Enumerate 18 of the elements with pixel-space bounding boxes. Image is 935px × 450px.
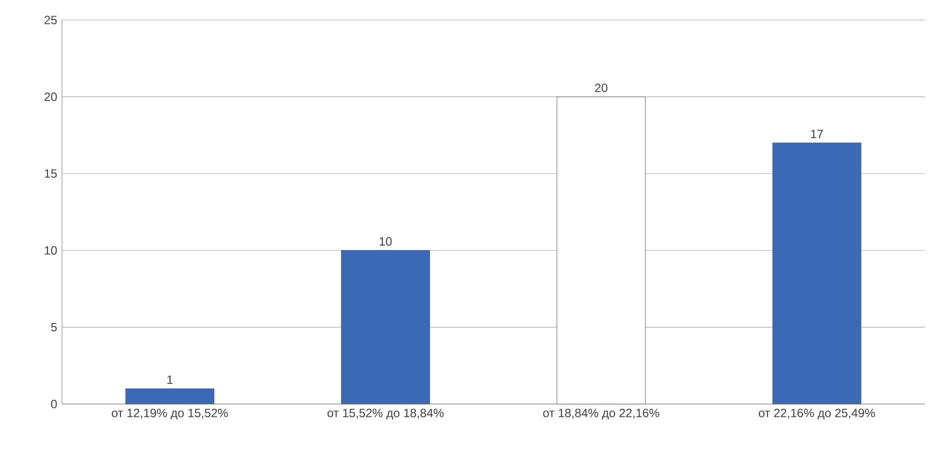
y-tick-label: 20 bbox=[44, 92, 57, 102]
data-label: 10 bbox=[380, 237, 392, 246]
bar bbox=[556, 96, 646, 404]
x-tick-label: от 15,52% до 18,84% bbox=[328, 408, 444, 420]
bar bbox=[125, 388, 214, 404]
x-tick-label: от 22,16% до 25,49% bbox=[758, 408, 875, 420]
data-label: 1 bbox=[167, 376, 173, 384]
bar bbox=[341, 250, 430, 404]
y-tick-label: 10 bbox=[44, 246, 57, 255]
y-tick-label: 15 bbox=[44, 169, 57, 178]
y-tick-label: 0 bbox=[51, 400, 57, 408]
x-tick-label: от 18,84% до 22,16% bbox=[543, 408, 660, 420]
y-tick-label: 5 bbox=[51, 323, 57, 332]
data-label: 20 bbox=[595, 84, 608, 92]
bar bbox=[772, 142, 862, 404]
x-tick-label: от 12,19% до 15,52% bbox=[112, 408, 228, 420]
data-label: 17 bbox=[811, 130, 823, 138]
y-tick-label: 25 bbox=[44, 16, 57, 24]
